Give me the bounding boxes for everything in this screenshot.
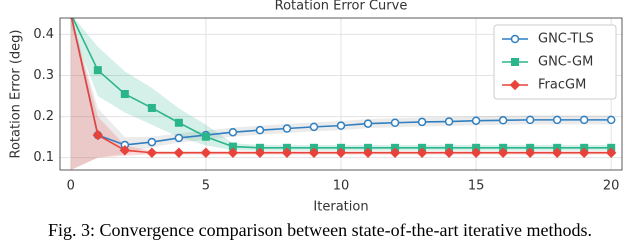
x-axis-label: Iteration: [313, 200, 368, 215]
marker: [552, 115, 562, 125]
marker: [605, 147, 617, 158]
marker: [200, 147, 212, 158]
marker: [174, 133, 184, 143]
chart-title: Rotation Error Curve: [275, 0, 408, 14]
x-tick-label: 0: [67, 179, 75, 194]
marker: [497, 147, 509, 158]
x-tick-label: 15: [468, 179, 485, 194]
marker: [363, 119, 373, 128]
marker: [444, 117, 454, 126]
y-tick-label: 0.4: [33, 27, 54, 42]
marker: [174, 118, 183, 127]
marker: [336, 121, 346, 130]
marker: [69, 18, 72, 20]
marker: [173, 147, 185, 158]
marker: [147, 137, 157, 147]
y-axis-label: Rotation Error (deg): [9, 30, 24, 159]
marker: [335, 147, 347, 158]
marker: [254, 147, 266, 158]
marker: [147, 103, 156, 112]
plot-border: [59, 17, 623, 171]
marker: [69, 18, 72, 19]
marker: [498, 116, 508, 125]
marker: [146, 147, 158, 158]
marker: [228, 127, 238, 137]
marker: [443, 147, 455, 158]
x-tick-label: 5: [202, 179, 210, 194]
y-tick-label: 0.3: [33, 68, 54, 83]
marker: [255, 125, 265, 135]
marker: [282, 124, 292, 133]
marker: [119, 145, 131, 156]
marker: [67, 10, 74, 17]
marker: [227, 147, 239, 158]
x-tick-label: 10: [333, 179, 350, 194]
marker: [417, 117, 427, 127]
marker: [470, 147, 482, 158]
marker: [309, 122, 319, 132]
marker: [390, 118, 400, 128]
marker: [120, 90, 129, 98]
legend-label: GNC-TLS: [538, 32, 594, 47]
marker: [578, 147, 590, 158]
caption: Fig. 3: Convergence comparison between s…: [48, 220, 592, 240]
marker: [416, 147, 428, 158]
marker: [525, 115, 535, 125]
marker: [509, 79, 521, 91]
marker: [201, 132, 210, 141]
marker: [606, 115, 616, 125]
marker: [579, 115, 589, 125]
marker: [510, 34, 520, 44]
marker: [362, 147, 374, 158]
marker: [524, 147, 536, 158]
legend-box: [493, 24, 617, 100]
marker: [471, 116, 481, 125]
x-tick-label: 20: [603, 179, 620, 194]
marker: [93, 66, 102, 75]
legend-label: GNC-GM: [538, 55, 593, 70]
marker: [281, 147, 293, 158]
legend-label: FracGM: [538, 78, 586, 93]
marker: [551, 147, 563, 158]
marker: [389, 147, 401, 158]
y-tick-label: 0.1: [33, 150, 54, 165]
marker: [308, 147, 320, 158]
marker: [92, 129, 104, 141]
plot-layer: [67, 10, 617, 170]
marker: [511, 58, 519, 66]
y-tick-label: 0.2: [33, 109, 54, 124]
